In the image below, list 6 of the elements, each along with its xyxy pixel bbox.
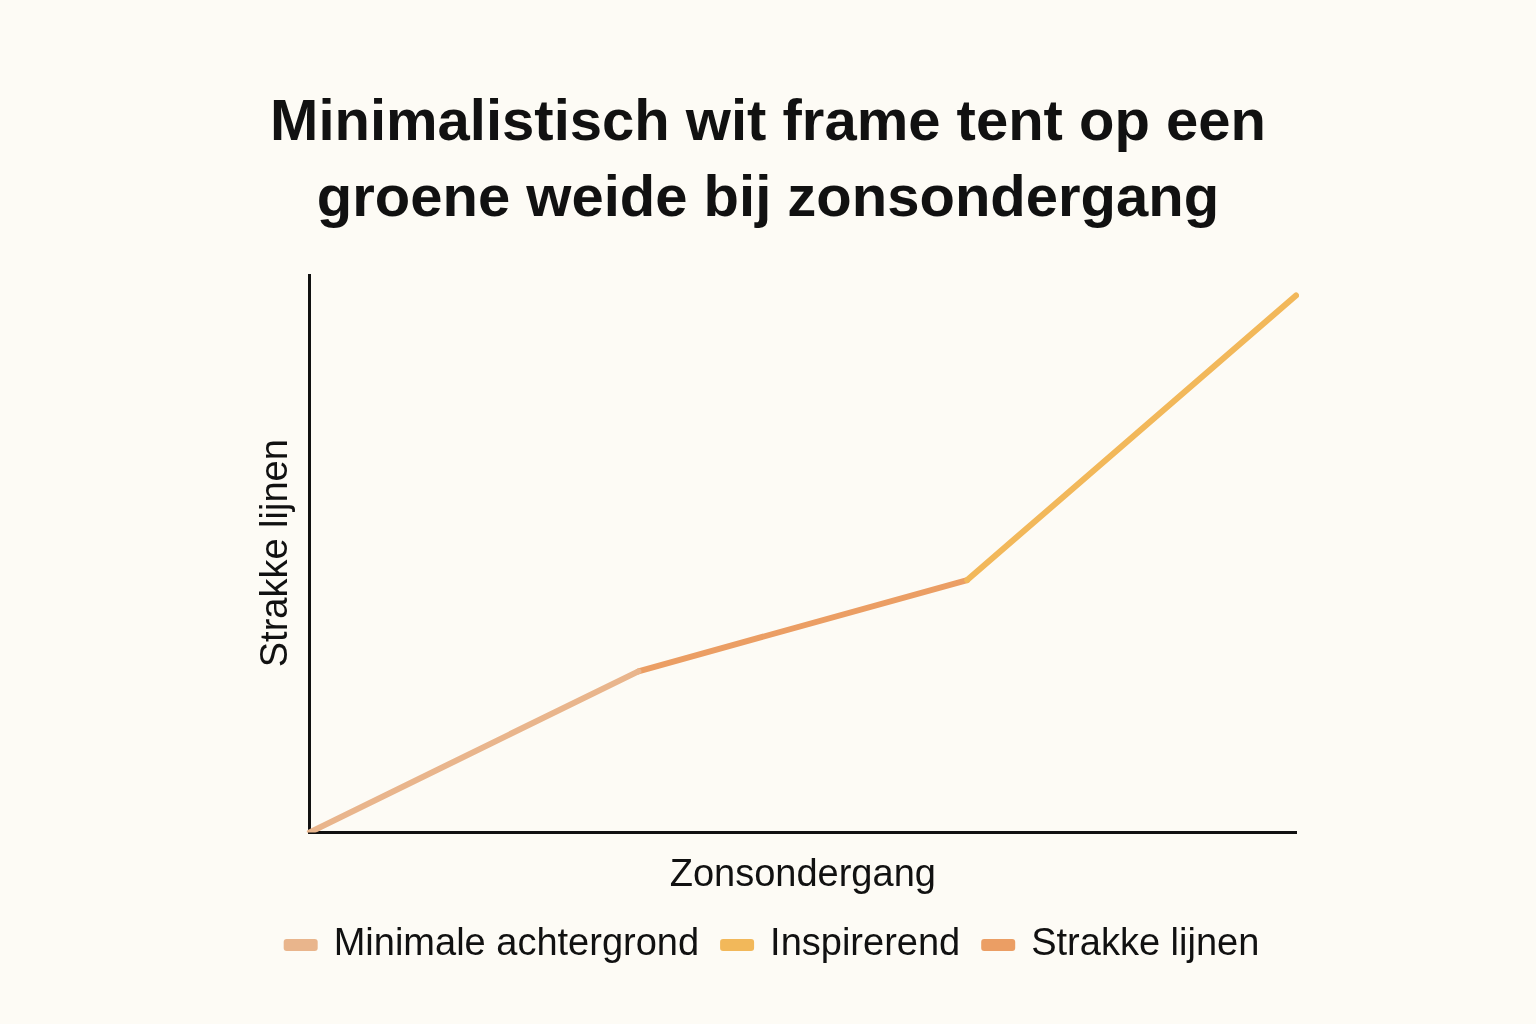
y-axis-title: Strakke lijnen <box>253 439 296 668</box>
chart-title: Minimalistisch wit frame tent op een groene weide bij zonsondergang <box>269 86 1267 230</box>
x-axis-title: Zonsondergang <box>669 851 936 894</box>
legend-label: Strakke lijnen <box>1031 921 1260 964</box>
legend-label: Inspirerend <box>770 921 961 964</box>
legend-label: Minimale achtergrond <box>333 921 700 964</box>
